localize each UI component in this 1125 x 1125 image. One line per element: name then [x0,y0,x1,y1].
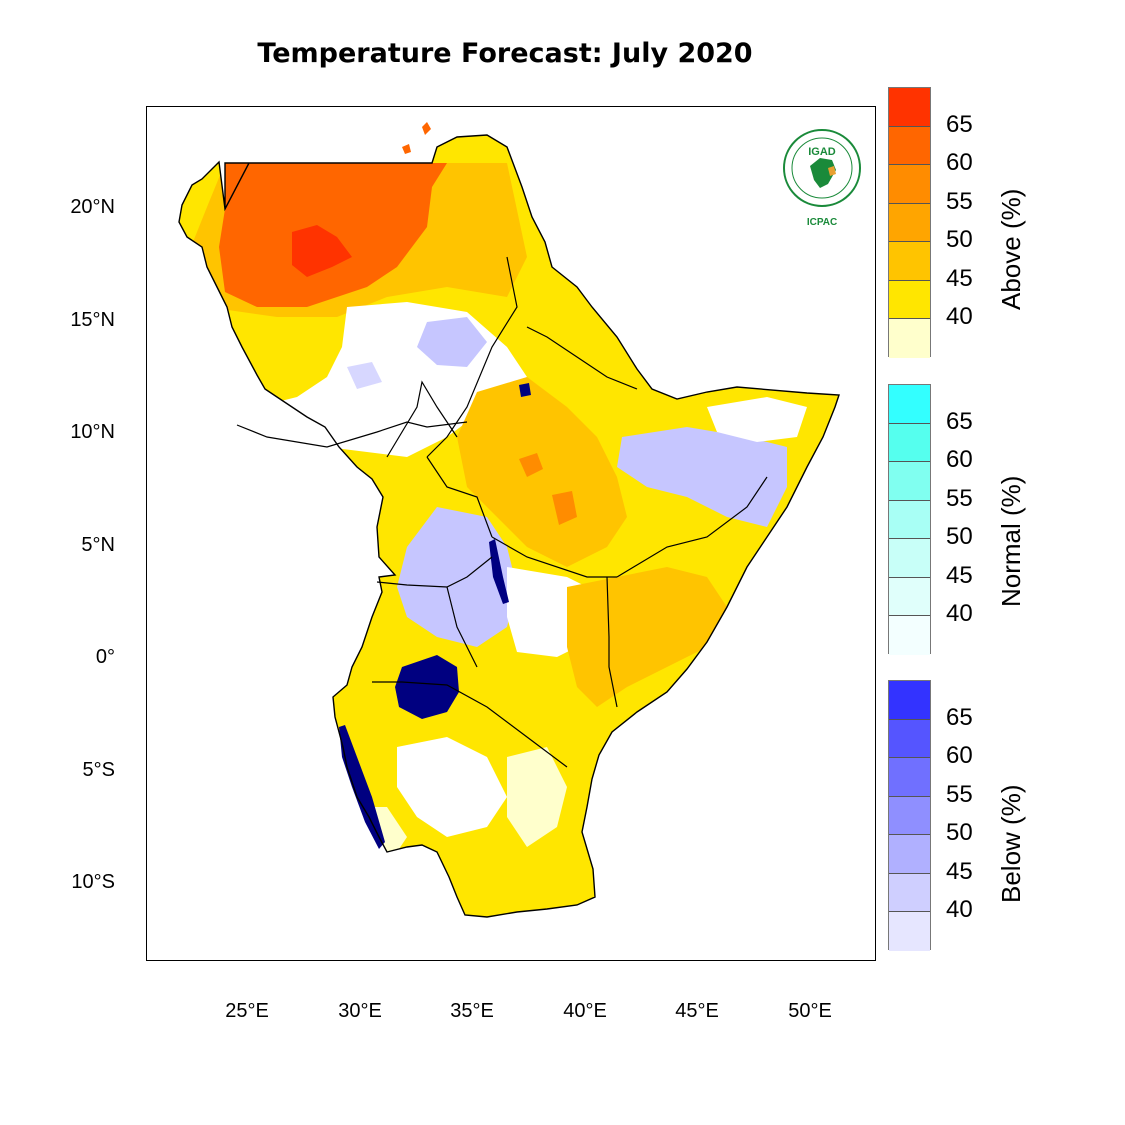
field-below-45-somalia [617,427,787,527]
legend-below-value: 40 [946,896,973,923]
logo-icpac-text: ICPAC [807,217,837,228]
legend-below-swatch [889,912,930,951]
legend-normal-title: Normal (%) [996,475,1026,607]
forecast-map [146,106,876,961]
lake-turkana [489,539,509,604]
legend-below-swatch [889,719,930,758]
legend-above-swatch [889,203,930,242]
legend-below-value: 65 [946,703,973,731]
islands-north [422,122,431,135]
field-below-40-sudan [347,362,382,389]
legend-normal-swatch [889,539,930,578]
legend-below-swatch [889,681,930,720]
forecast-fields [187,163,807,867]
lake-victoria [395,655,459,719]
africa-icon [810,158,836,188]
legend-normal-bar [888,384,931,655]
lat-label: 0° [95,646,115,668]
map-canvas [178,122,840,918]
lake-tana [519,383,531,397]
lat-label: 5°S [82,759,115,781]
legend-above-swatch [889,280,930,319]
legend-below-bar [888,680,931,951]
lake-tanganyika [339,725,385,849]
lon-label: 35°E [450,1000,494,1022]
field-above-50-ethiopia [457,377,627,567]
field-above-50-kenya [567,567,727,707]
lon-label: 40°E [563,1000,607,1022]
legend-below-swatch [889,796,930,835]
legend-below-swatch [889,758,930,797]
igad-region-icon [828,166,836,176]
legend-normal-value: 60 [946,446,973,473]
country-borders [236,256,768,768]
field-below-45-sudan [417,317,487,367]
legend-above-swatch [889,242,930,281]
field-above-55-b [552,491,577,525]
lon-label: 30°E [338,1000,382,1022]
legend-above-value: 55 [946,187,973,215]
legend-below-swatch [889,835,930,874]
legend-below-value: 50 [946,819,973,846]
legend-normal-value: 50 [946,523,973,550]
legend-above-bar [888,87,931,358]
legend-normal-value: 55 [946,484,973,512]
field-above-65 [292,225,352,277]
legend-normal-swatch [889,577,930,616]
legend-normal-value: 45 [946,561,973,589]
legend-normal-swatch [889,385,930,424]
legend-below-title: Below (%) [996,784,1026,903]
legend-above-swatch [889,88,930,127]
legend-above-swatch [889,165,930,204]
field-above-40-tanzania [507,747,567,847]
legend-below-value: 45 [946,857,973,885]
logo-igad-text: IGAD [808,146,836,158]
legend-normal-value: 40 [946,600,973,627]
legend-below-value: 60 [946,742,973,769]
field-above-55-a [519,453,543,477]
lon-label: 50°E [788,1000,832,1022]
lat-label: 10°N [70,421,115,443]
legend-normal-swatch [889,423,930,462]
legend-above-value: 60 [946,149,973,176]
igad-logo: IGAD ICPAC [783,129,861,228]
legend-above-value: 40 [946,303,973,330]
chart-title: Temperature Forecast: July 2020 [257,38,753,69]
legend-below-swatch [889,873,930,912]
lat-label: 15°N [70,309,115,331]
field-below-45-uganda [397,507,517,647]
legend-above-value: 65 [946,110,973,138]
legend-normal-value: 65 [946,407,973,435]
legend-normal-swatch [889,462,930,501]
lat-label: 20°N [70,196,115,218]
legend-above-swatch [889,319,930,358]
legend-below-value: 55 [946,780,973,808]
lat-label: 5°N [81,534,115,556]
lon-label: 25°E [225,1000,269,1022]
lon-label: 45°E [675,1000,719,1022]
legend-above-value: 50 [946,226,973,253]
field-near-normal-west-sudan [247,432,307,467]
legend-normal-swatch [889,616,930,655]
legend-above-value: 45 [946,264,973,292]
logo-inner-ring [791,137,853,199]
islands-north-2 [402,144,411,154]
legend-above-swatch [889,126,930,165]
field-near-normal-somaliland [707,397,807,442]
legend-above-title: Above (%) [996,188,1026,310]
legend-normal-swatch [889,500,930,539]
lat-label: 10°S [71,871,115,893]
field-near-normal-tanzania-a [397,737,507,837]
